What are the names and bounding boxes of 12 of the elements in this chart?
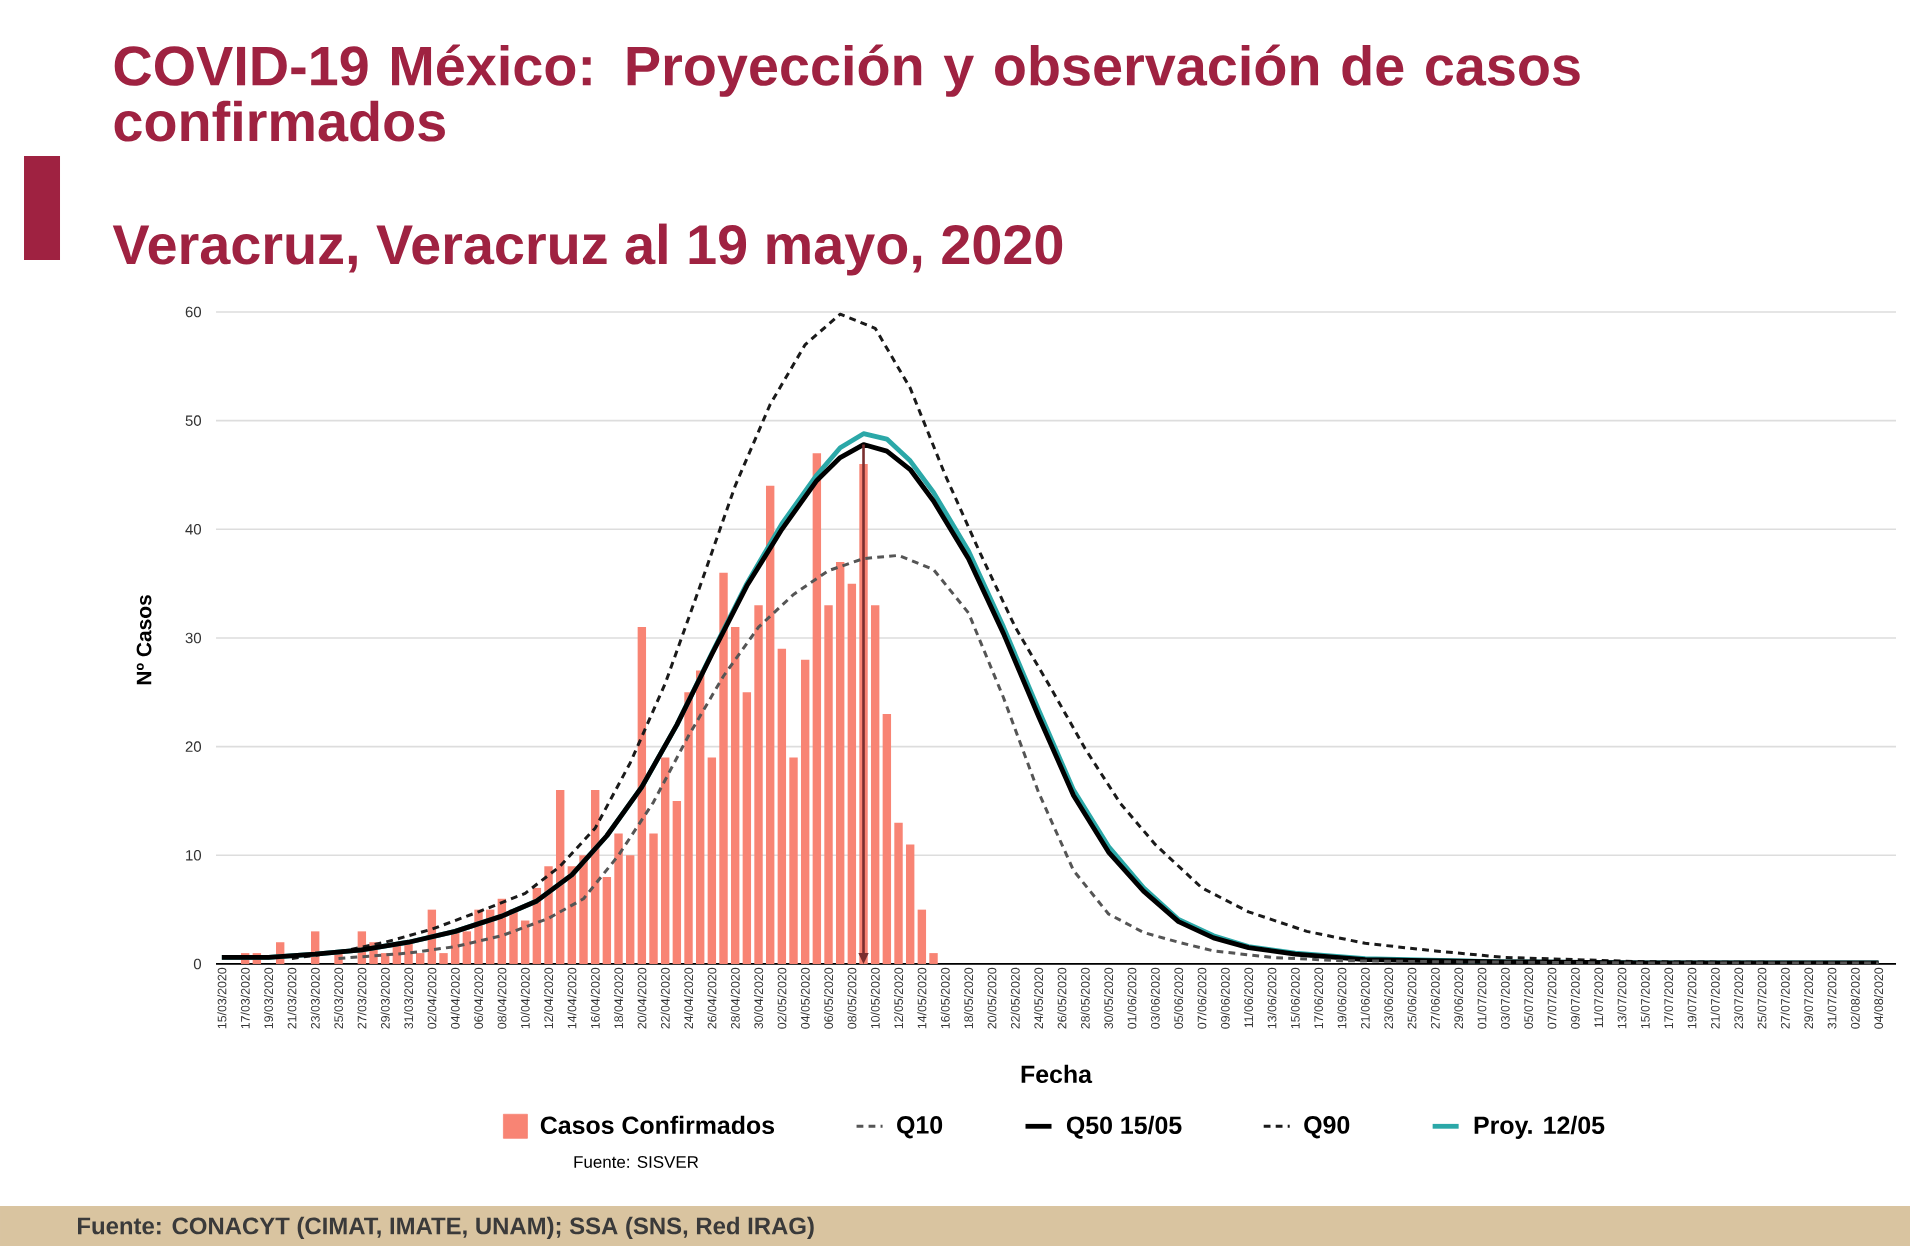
legend-label: Q90 — [1304, 1116, 1350, 1139]
x-axis-title: Fecha — [1021, 1064, 1093, 1084]
chart-title: COVID-19 México: Proyección y observación de casos confirmados — [114, 44, 1580, 142]
legend-label: Proy. 12/05 — [1474, 1115, 1605, 1139]
line-series — [337, 553, 1881, 964]
y-axis-title: Nº Casos — [136, 595, 152, 685]
source-note: Fuente: CONACYT (CIMAT, IMATE, UNAM); SSA (SNS, Red IRAG) — [78, 1216, 814, 1240]
legend-label: Q50 15/05 — [1066, 1115, 1182, 1139]
legend-label: Casos Confirmados — [540, 1115, 775, 1135]
legend-label: Q10 — [897, 1116, 943, 1139]
source-note: Fuente: SISVER — [574, 1155, 699, 1168]
chart-subtitle: Veracruz, Veracruz al 19 mayo, 2020 — [112, 223, 1063, 276]
